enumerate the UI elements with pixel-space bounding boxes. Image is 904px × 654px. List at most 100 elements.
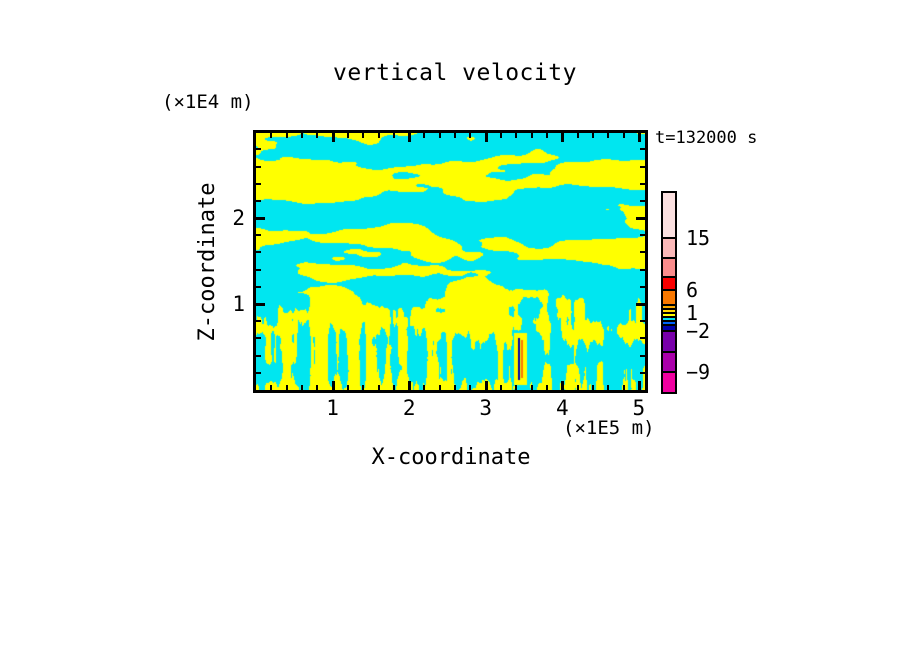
colorbar-divider [663,257,675,259]
x-tick-label: 2 [402,396,416,420]
colorbar-segment [663,258,675,277]
axis-tick [301,133,303,138]
colorbar-divider [663,289,675,291]
plot-area [253,130,648,393]
axis-tick [623,133,625,138]
axis-tick [256,251,261,253]
axis-tick [640,200,645,202]
colorbar-divider [663,316,675,318]
axis-tick [607,385,609,390]
axis-tick [636,303,645,306]
x-tick-label: 3 [479,396,493,420]
colorbar-segment [663,193,675,238]
axis-tick [332,133,335,142]
axis-tick [347,133,349,138]
axis-tick [640,234,645,236]
axis-tick [316,385,318,390]
colorbar-segment [663,290,675,305]
colorbar-segment [663,305,675,309]
axis-tick [316,133,318,138]
axis-tick [439,133,441,138]
colorbar-divider [663,324,675,326]
axis-tick [362,385,364,390]
colorbar-divider [663,304,675,306]
axis-tick [607,133,609,138]
colorbar-label: 15 [686,226,711,250]
axis-tick [378,133,380,138]
z-tick-label: 2 [232,206,245,231]
axis-tick [270,385,272,390]
time-annotation: t=132000 s [655,128,758,148]
axis-tick [577,385,579,390]
axis-tick [256,200,261,202]
colorbar-divider [663,237,675,239]
colorbar-segment [663,372,675,392]
axis-tick [439,385,441,390]
axis-tick [546,385,548,390]
axis-tick [515,385,517,390]
colorbar-segment [663,238,675,258]
colorbar-label: −9 [686,360,711,384]
colorbar-divider [663,308,675,310]
axis-tick [256,183,261,185]
axis-tick [640,320,645,322]
colorbar-segment [663,309,675,313]
axis-tick [640,183,645,185]
axis-tick [640,166,645,168]
axis-tick [270,133,272,138]
axis-tick [577,133,579,138]
y-axis-unit-label: (×1E4 m) [162,91,254,113]
axis-tick [515,133,517,138]
axis-tick [640,269,645,271]
plot-title: vertical velocity [333,60,577,86]
axis-tick [640,286,645,288]
axis-tick [500,133,502,138]
axis-tick [256,320,261,322]
colorbar-segment [663,331,675,352]
axis-tick [640,337,645,339]
axis-tick [256,355,261,357]
axis-tick [469,385,471,390]
axis-tick [638,133,641,142]
x-tick-label: 4 [555,396,569,420]
axis-tick [408,381,411,390]
axis-tick [561,381,564,390]
axis-tick [531,133,533,138]
axis-tick [469,133,471,138]
axis-tick [256,303,265,306]
axis-tick [393,133,395,138]
axis-tick [500,385,502,390]
axis-tick [347,385,349,390]
axis-tick [256,166,261,168]
axis-tick [378,385,380,390]
colorbar-label: 6 [686,278,699,302]
colorbar-segment [663,313,675,317]
axis-tick [362,133,364,138]
axis-tick [256,234,261,236]
axis-tick [640,355,645,357]
axis-tick [332,381,335,390]
axis-tick [636,217,645,220]
colorbar-divider [663,312,675,314]
axis-tick [301,385,303,390]
colorbar-segment [663,277,675,290]
axis-tick [592,133,594,138]
colorbar-divider [663,330,675,332]
colorbar-label: 1 [686,301,699,325]
axis-tick [640,251,645,253]
x-tick-label: 5 [632,396,646,420]
colorbar [661,191,677,394]
axis-tick [393,385,395,390]
axis-tick [638,381,641,390]
z-tick-label: 1 [232,292,245,317]
axis-tick [286,133,288,138]
axis-tick [623,385,625,390]
axis-tick [423,133,425,138]
axis-tick [256,269,261,271]
y-axis-title: Z-coordinate [195,182,220,342]
colorbar-segment [663,317,675,321]
axis-tick [531,385,533,390]
axis-tick [485,381,488,390]
colorbar-label: −2 [686,319,711,343]
x-axis-unit-label: (×1E5 m) [563,417,655,439]
